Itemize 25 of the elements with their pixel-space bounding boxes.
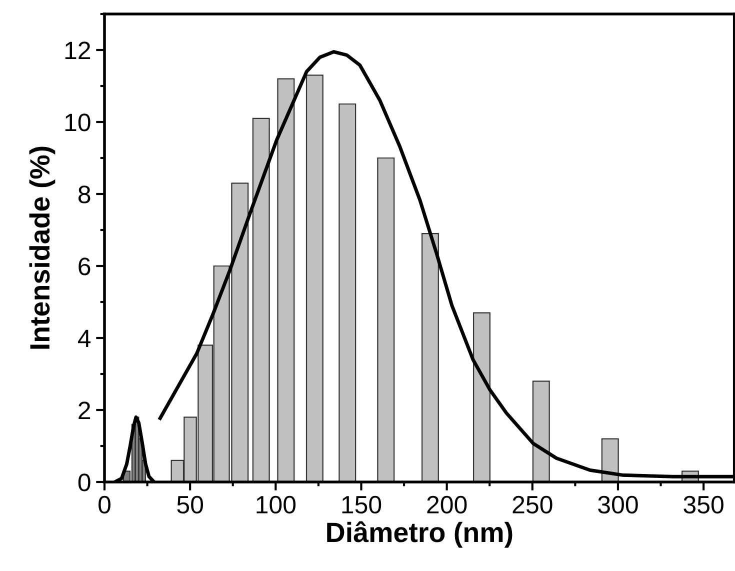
bar — [472, 312, 490, 482]
y-tick-label: 10 — [65, 114, 90, 132]
y-tick-label: 0 — [78, 474, 90, 492]
bar — [252, 118, 270, 482]
y-tick-label: 6 — [78, 258, 90, 276]
y-tick-label: 12 — [65, 42, 90, 60]
y-tick-label: 2 — [78, 402, 90, 420]
x-tick-label: 150 — [342, 496, 382, 514]
y-tick-label: 4 — [78, 330, 91, 348]
y-axis-title: Intensidade (%) — [29, 146, 56, 349]
x-axis-title: Diâmetro (nm) — [327, 521, 512, 548]
bar — [306, 74, 324, 482]
x-tick-label: 250 — [512, 496, 552, 514]
x-tick-label: 200 — [427, 496, 467, 514]
x-tick-label: 50 — [177, 496, 204, 514]
bar — [277, 78, 295, 482]
bar — [421, 233, 439, 482]
x-tick-label: 300 — [598, 496, 638, 514]
x-tick-label: 0 — [98, 496, 110, 514]
x-tick-label: 350 — [684, 496, 724, 514]
bar — [377, 157, 395, 482]
bar — [338, 103, 356, 482]
y-tick-label: 8 — [78, 186, 90, 204]
x-tick-label: 100 — [256, 496, 296, 514]
bar — [532, 380, 550, 482]
